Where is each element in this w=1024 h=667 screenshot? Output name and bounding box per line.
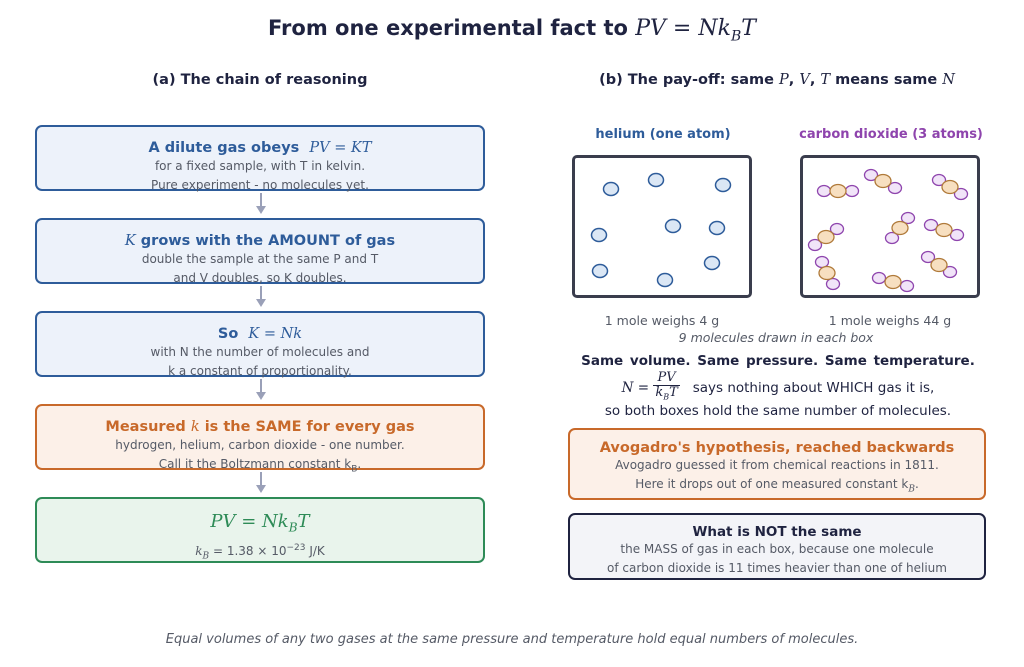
down-arrow-2 [256,286,266,307]
box-1-title: A dilute gas obeys PV = KT [148,140,372,156]
reasoning-box-2: K grows with the AMOUNT of gas double th… [35,218,485,285]
co2-molecule [816,183,860,199]
formula-text: says nothing about WHICH gas it is, [692,380,935,396]
avogadro-box: Avogadro's hypothesis, reached backwards… [568,428,986,500]
avogadro-line-1: Avogadro guessed it from chemical reacti… [615,458,939,472]
helium-atom [647,172,665,188]
formula-fraction: PV kBT [653,370,680,402]
helium-atom [664,218,682,234]
helium-mass: 1 mole weighs 4 g [604,313,720,328]
co2-molecule [923,218,965,242]
box-2-line-2: and V doubles, so K doubles. [173,271,347,285]
helium-container [572,155,752,298]
reasoning-box-5: PV = NkBT kB = 1.38 × 10−23 J/K [35,497,485,563]
co2-molecule [814,255,841,291]
helium-atom [708,220,726,236]
not-same-line-2: of carbon dioxide is 11 times heavier th… [607,561,947,575]
co2-molecules [807,168,969,293]
co2-molecule [863,168,903,195]
helium-label: helium (one atom) [595,127,731,142]
down-arrow-1 [256,193,266,214]
helium-atom [591,263,609,279]
helium-atom [602,181,620,197]
helium-atom [703,255,721,271]
title-equation: PV = NkBT [635,16,756,45]
co2-mass: 1 mole weighs 44 g [828,313,952,328]
down-arrow-3 [256,379,266,400]
box-2-line-1: double the sample at the same P and T [141,252,379,266]
box-3-line-2: k a constant of proportionality. [168,364,352,378]
box-5-constant: kB = 1.38 × 10−23 J/K [195,542,325,561]
footer-caption: Equal volumes of any two gases at the sa… [165,632,859,647]
helium-atom [590,227,608,243]
co2-molecule [807,222,845,252]
co2-container [800,155,980,298]
box-1-line-2: Pure experiment - no molecules yet. [151,178,369,192]
co2-molecule [931,173,969,201]
avogadro-line-2: Here it drops out of one measured consta… [635,477,919,495]
reasoning-box-1: A dilute gas obeys PV = KT for a fixed s… [35,125,485,192]
down-arrow-4 [256,472,266,493]
box-4-line-2: Call it the Boltzmann constant kB. [158,457,362,475]
panel-b-heading: (b) The pay-off: same P, V, T means same… [599,72,955,88]
helium-molecules [590,172,732,288]
formula-lhs: N = [621,380,650,396]
box-4-title: Measured k is the SAME for every gas [105,419,415,435]
conclusion-line: so both boxes hold the same number of mo… [604,403,952,419]
reasoning-box-3: So K = Nk with N the number of molecules… [35,311,485,378]
box-3-line-1: with N the number of molecules and [150,345,370,359]
co2-molecule [871,271,915,293]
figure-title: From one experimental fact to PV = NkBT [0,16,1024,44]
box-3-title: So K = Nk [217,326,303,342]
helium-atom [714,177,732,193]
not-same-box: What is NOT the same the MASS of gas in … [568,513,986,580]
not-same-title: What is NOT the same [692,524,862,540]
avogadro-title: Avogadro's hypothesis, reached backwards [599,440,955,456]
co2-label: carbon dioxide (3 atoms) [799,127,983,142]
box-1-line-1: for a fixed sample, with T in kelvin. [154,159,366,173]
formula-line: N = PV kBT says nothing about WHICH gas i… [556,370,1000,406]
co2-molecule [884,211,916,245]
helium-atom [656,272,674,288]
same-conditions: Same volume. Same pressure. Same tempera… [581,353,975,369]
title-prefix: From one experimental fact to [268,16,636,40]
not-same-line-1: the MASS of gas in each box, because one… [620,542,934,556]
panel-a-heading: (a) The chain of reasoning [152,72,368,88]
box-5-equation: PV = NkBT [210,511,310,535]
reasoning-box-4: Measured k is the SAME for every gas hyd… [35,404,485,474]
box-4-line-1: hydrogen, helium, carbon dioxide - one n… [115,438,405,452]
molecule-count-note: 9 molecules drawn in each box [678,330,874,345]
co2-molecule [920,250,958,279]
box-2-title: K grows with the AMOUNT of gas [124,233,396,249]
